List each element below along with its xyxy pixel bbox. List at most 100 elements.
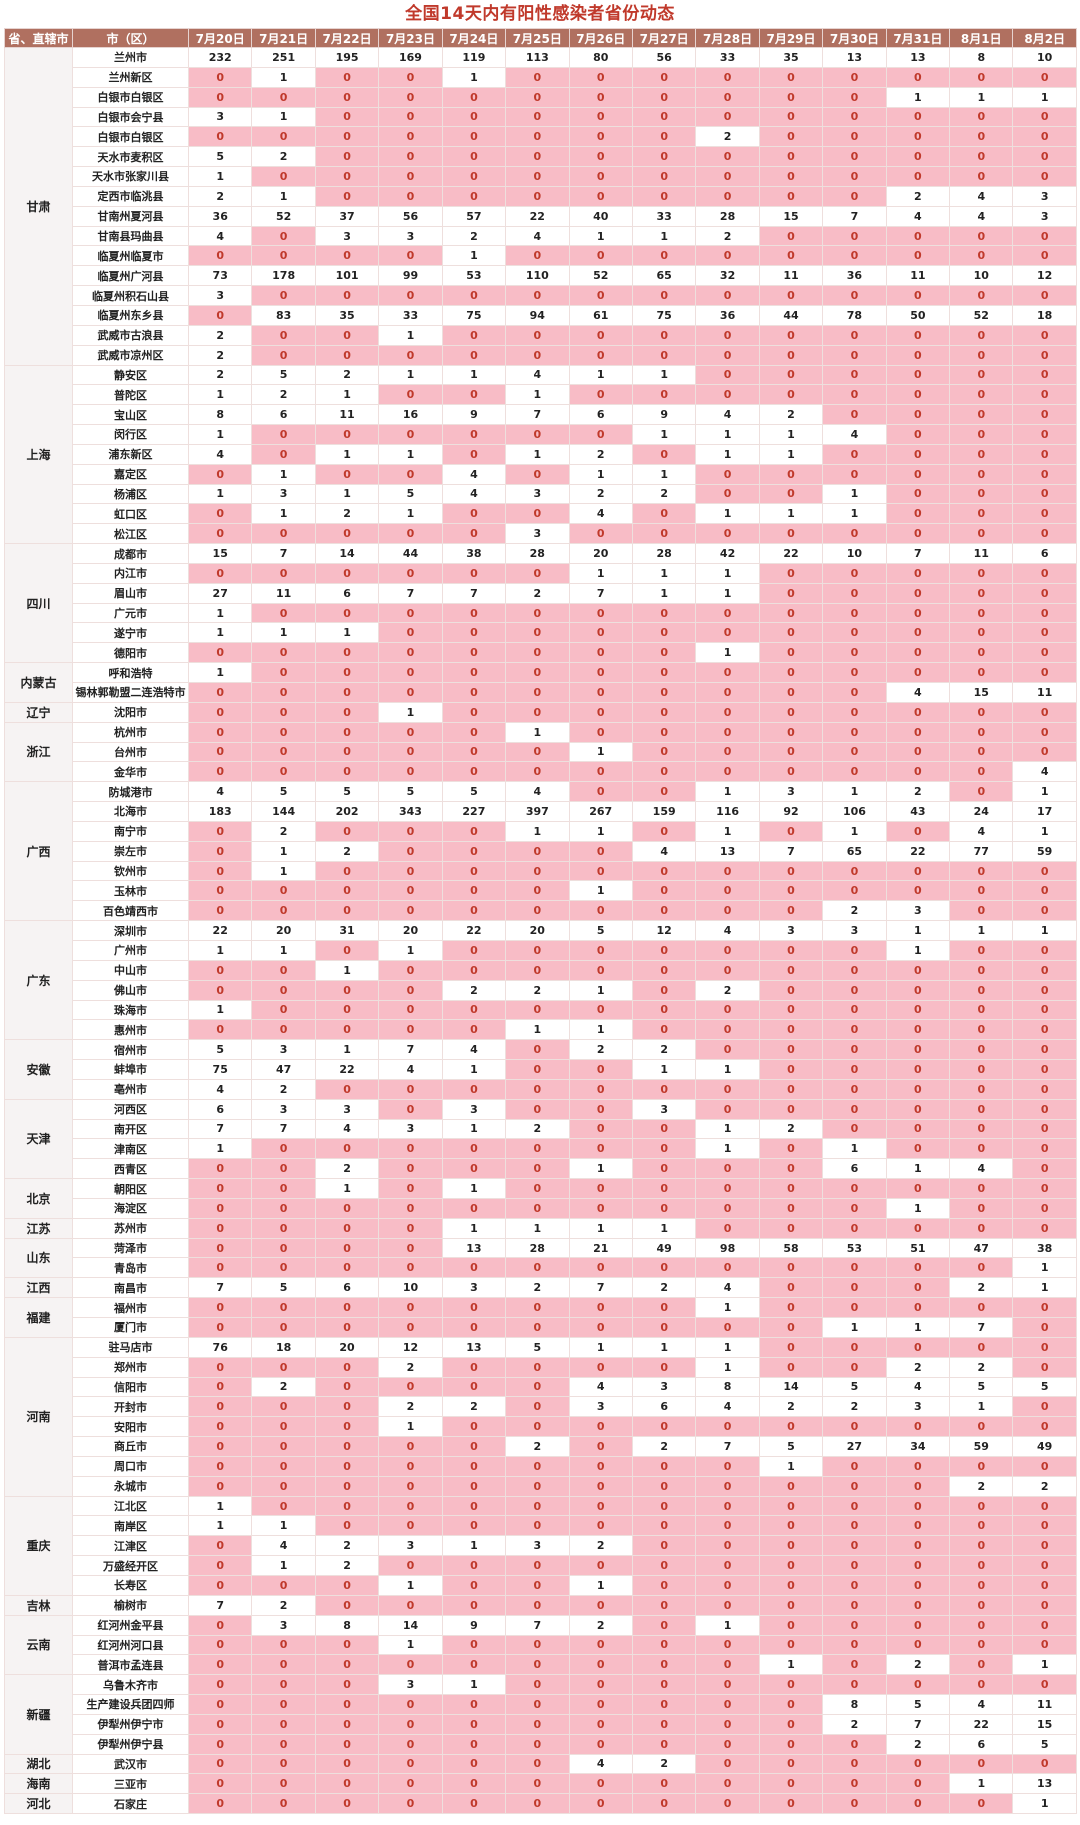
count-cell: 28 [505,1237,570,1259]
count-cell: 0 [378,384,443,406]
city-cell: 天水市张家川县 [72,166,189,187]
count-cell: 40 [568,205,633,227]
count-cell: 1 [505,721,570,743]
count-cell: 0 [568,1455,633,1477]
count-cell: 0 [251,1396,316,1418]
count-cell: 1 [885,920,951,941]
count-cell: 27 [822,1436,887,1457]
table-row: 台州市 0 0 0 0 0 0 1 0 0 0 0 0 0 0 [5,741,1077,763]
count-cell: 0 [314,1713,380,1735]
count-cell: 0 [378,66,443,88]
count-cell: 0 [568,602,633,624]
count-cell: 0 [1012,1078,1077,1100]
count-cell: 0 [631,1317,697,1338]
count-cell: 0 [822,1059,887,1080]
count-cell: 0 [822,721,887,743]
count-cell: 0 [631,1078,697,1100]
city-cell: 宝山区 [72,404,189,426]
count-cell: 2 [822,900,887,922]
count-cell: 1 [949,1396,1014,1418]
count-cell: 11 [251,582,316,604]
table-row: 武威市凉州区 2 0 0 0 0 0 0 0 0 0 0 0 0 0 [5,344,1077,366]
count-cell: 31 [314,920,380,941]
count-cell: 0 [378,999,443,1021]
count-cell: 0 [187,1217,253,1239]
count-cell: 0 [441,324,507,346]
count-cell: 2 [758,404,824,426]
table-row: 金华市 0 0 0 0 0 0 0 0 0 0 0 0 0 4 [5,761,1077,783]
count-cell: 0 [758,463,824,485]
count-cell: 3 [251,483,316,505]
count-cell: 35 [314,304,380,326]
date-header: 7月24日 [441,28,507,48]
count-cell: 267 [568,801,633,822]
count-cell: 0 [822,1753,887,1775]
count-cell: 0 [441,503,507,525]
count-cell: 0 [822,1416,887,1438]
count-cell: 1 [1012,1793,1077,1815]
count-cell: 4 [505,364,570,386]
count-cell: 169 [378,47,443,68]
count-cell: 0 [568,1297,633,1318]
count-cell: 0 [758,959,824,981]
count-cell: 0 [822,761,887,783]
count-cell: 0 [314,1396,380,1418]
count-cell: 2 [505,1436,570,1457]
count-cell: 0 [441,939,507,961]
count-cell: 1 [885,1158,951,1180]
count-cell: 2 [314,503,380,525]
count-cell: 20 [378,920,443,941]
count-cell: 5 [187,1039,253,1061]
count-cell: 178 [251,265,316,287]
count-cell: 1 [187,999,253,1021]
count-cell: 0 [187,126,253,148]
count-cell: 0 [1012,959,1077,981]
count-cell: 1 [441,364,507,386]
count-cell: 0 [251,741,316,763]
count-cell: 0 [441,146,507,168]
count-cell: 0 [568,523,633,545]
city-cell: 白银市白银区 [72,86,189,108]
count-cell: 0 [758,166,824,187]
province-cell: 福建 [4,1297,73,1338]
count-cell: 0 [885,1793,951,1815]
province-cell: 海南 [4,1773,73,1795]
count-cell: 0 [822,701,887,723]
count-cell: 0 [378,1555,443,1576]
count-cell: 0 [695,860,760,882]
count-cell: 0 [758,185,824,207]
count-cell: 0 [822,324,887,346]
count-cell: 0 [885,1574,951,1596]
province-cell: 四川 [4,543,73,664]
count-cell: 1 [758,443,824,465]
count-cell: 0 [251,1297,316,1318]
count-cell: 227 [441,801,507,822]
table-row: 商丘市 0 0 0 0 0 2 0 2 7 5 27 34 59 49 [5,1436,1077,1457]
province-cell: 吉林 [4,1594,73,1616]
count-cell: 0 [505,840,570,862]
table-row: 临夏州积石山县 3 0 0 0 0 0 0 0 0 0 0 0 0 0 [5,285,1077,306]
count-cell: 0 [885,979,951,1001]
count-cell: 1 [187,1138,253,1160]
count-cell: 0 [568,1317,633,1338]
count-cell: 0 [758,721,824,743]
count-cell: 5 [568,920,633,941]
count-cell: 0 [378,463,443,485]
count-cell: 0 [695,185,760,207]
count-cell: 0 [631,503,697,525]
count-cell: 0 [631,761,697,783]
count-cell: 3 [251,1614,316,1636]
province-cell: 新疆 [4,1674,73,1755]
count-cell: 1 [822,1138,887,1160]
count-cell: 0 [441,880,507,902]
count-cell: 16 [378,404,443,426]
count-cell: 2 [885,781,951,803]
count-cell: 0 [568,86,633,108]
count-cell: 1 [187,602,253,624]
count-cell: 0 [758,1217,824,1239]
count-cell: 0 [187,642,253,664]
count-cell: 0 [822,939,887,961]
count-cell: 0 [314,1733,380,1755]
count-cell: 1 [758,424,824,445]
count-cell: 0 [758,1158,824,1180]
